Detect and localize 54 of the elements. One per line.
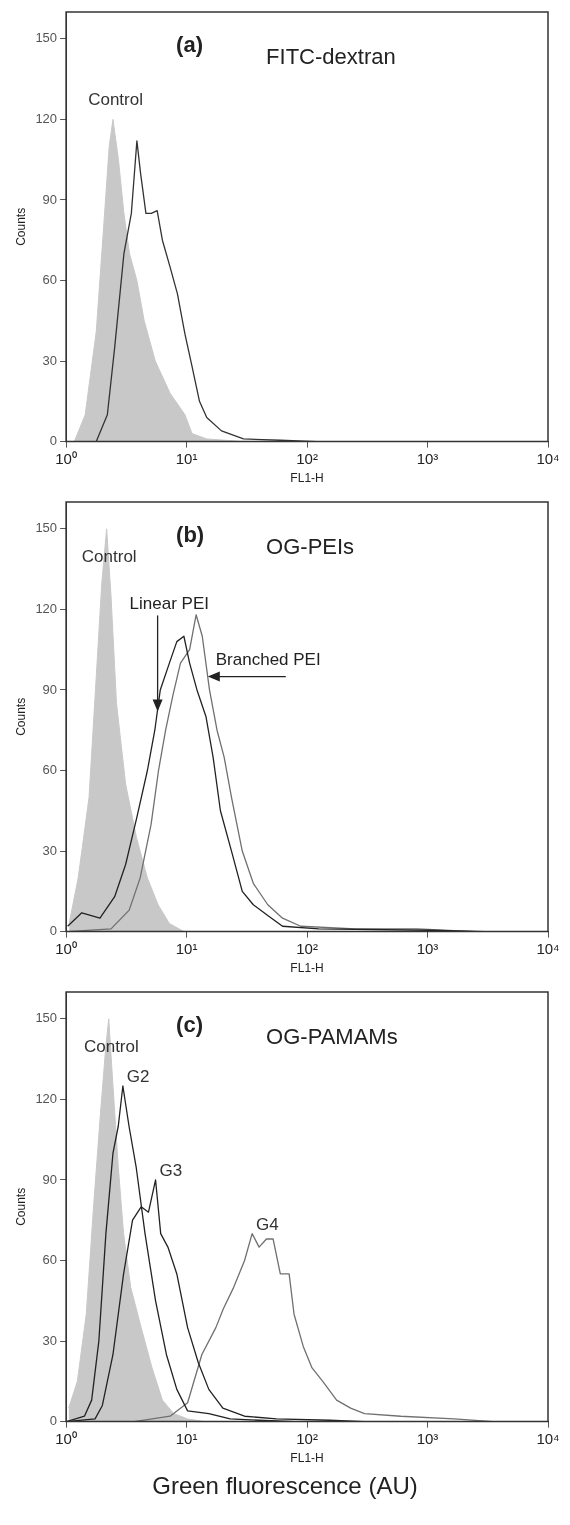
x-tick-label: 10³ — [416, 449, 439, 467]
series-label: G4 — [256, 1214, 279, 1234]
y-tick-label: 0 — [49, 433, 58, 449]
text: (a) — [176, 32, 203, 57]
text: (b) — [176, 522, 205, 547]
y-tick-label: 0 — [49, 923, 58, 939]
y-tick-label: 150 — [35, 520, 58, 536]
y-tick-label: 30 — [42, 842, 58, 858]
y-tick-label: 120 — [35, 110, 58, 126]
annotation: Branched PEI — [215, 649, 321, 669]
y-axis-title: Counts — [13, 1187, 28, 1226]
y-tick-label: 60 — [42, 762, 58, 778]
y-tick-label: 90 — [42, 681, 58, 697]
x-tick-label: 10¹ — [175, 939, 198, 957]
y-axis-title: Counts — [13, 697, 28, 736]
y-tick-label: 60 — [42, 272, 58, 288]
x-tick-label: 10² — [296, 449, 318, 467]
y-axis-title: Counts — [13, 207, 28, 246]
x-tick-label: 10⁴ — [536, 939, 560, 957]
text: OG-PAMAMs — [266, 1024, 398, 1049]
x-tick-label: 10⁰ — [55, 939, 77, 957]
x-tick-label: 10² — [296, 939, 318, 957]
annotation: Linear PEI — [129, 594, 209, 614]
x-axis-title: FL1-H — [290, 961, 324, 976]
series-label: Control — [81, 547, 137, 566]
x-axis-title: FL1-H — [290, 1451, 324, 1466]
x-tick-label: 10³ — [416, 1429, 439, 1447]
x-tick-label: 10¹ — [175, 449, 198, 467]
text: Green fluorescence (AU) — [151, 1472, 419, 1500]
x-tick-label: 10⁰ — [55, 449, 77, 467]
text: FITC-dextran — [266, 44, 396, 69]
x-tick-label: 10⁴ — [536, 449, 560, 467]
x-axis-title: FL1-H — [290, 471, 324, 486]
series-label: Control — [83, 1037, 139, 1056]
series-label: Control — [88, 90, 143, 110]
y-tick-label: 120 — [35, 1090, 58, 1106]
series-label: G2 — [126, 1066, 150, 1086]
y-tick-label: 90 — [42, 191, 58, 207]
y-tick-label: 150 — [35, 1010, 58, 1026]
x-tick-label: 10¹ — [175, 1429, 198, 1447]
y-tick-label: 30 — [42, 352, 58, 368]
x-tick-label: 10⁰ — [55, 1429, 77, 1447]
y-tick-label: 120 — [35, 600, 58, 616]
y-tick-label: 60 — [42, 1252, 58, 1268]
x-tick-label: 10⁴ — [536, 1429, 560, 1447]
series-label: G3 — [159, 1160, 183, 1180]
y-tick-label: 0 — [49, 1413, 58, 1429]
text: (c) — [176, 1012, 203, 1037]
y-tick-label: 90 — [42, 1171, 58, 1187]
x-tick-label: 10² — [296, 1429, 318, 1447]
x-tick-label: 10³ — [416, 939, 439, 957]
text: OG-PEIs — [266, 534, 355, 559]
y-tick-label: 150 — [35, 30, 58, 46]
y-tick-label: 30 — [42, 1332, 58, 1348]
